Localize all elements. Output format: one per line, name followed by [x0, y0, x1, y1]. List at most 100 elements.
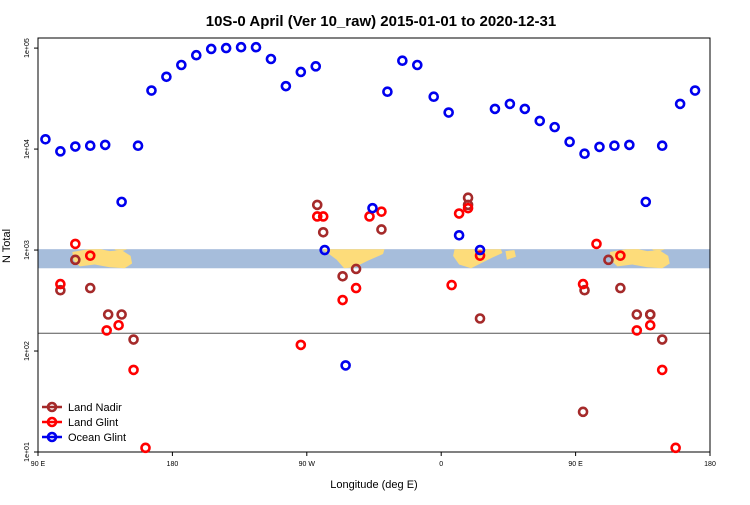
australia-land-0: [72, 249, 133, 269]
point-series-1: [644, 319, 656, 331]
point-series-2: [519, 103, 531, 115]
point-series-0: [128, 334, 139, 345]
point-series-2: [116, 196, 127, 208]
point-series-0: [376, 224, 387, 235]
point-series-0: [70, 254, 81, 266]
point-series-2: [319, 244, 331, 256]
point-series-2: [474, 244, 486, 256]
point-series-2: [99, 139, 111, 151]
point-series-2: [656, 140, 668, 151]
legend: Land Nadir Land Glint Ocean Glint: [42, 401, 126, 444]
point-series-2: [534, 115, 546, 127]
new-guinea-land-1: [651, 249, 666, 251]
point-series-0: [644, 309, 656, 320]
x-tick-label: 90 E: [568, 461, 583, 468]
point-series-0: [656, 334, 668, 345]
point-series-2: [146, 85, 157, 96]
point-series-0: [474, 313, 486, 324]
point-series-1: [128, 364, 139, 376]
point-series-2: [624, 139, 635, 151]
point-series-2: [504, 98, 516, 110]
point-series-1: [317, 211, 329, 222]
point-series-2: [609, 140, 620, 151]
y-tick-label: 1e+05: [24, 38, 31, 58]
timor-land-1: [624, 249, 640, 251]
point-series-1: [376, 206, 387, 217]
point-series-2: [428, 91, 440, 103]
x-tick-label: 180: [167, 461, 179, 468]
map-ocean: [38, 249, 710, 269]
point-series-1: [631, 325, 643, 336]
point-series-2: [674, 98, 686, 110]
point-series-1: [311, 211, 323, 222]
point-series-0: [350, 263, 362, 275]
y-tick-label: 1e+03: [24, 240, 31, 260]
point-series-1: [656, 364, 668, 376]
point-series-1: [670, 442, 681, 454]
madagascar-land: [505, 250, 516, 260]
point-series-2: [205, 43, 217, 55]
x-axis-label: Longitude (deg E): [330, 479, 417, 491]
point-series-2: [689, 85, 701, 96]
legend-label: Land Glint: [68, 417, 118, 429]
point-series-2: [310, 61, 322, 72]
point-series-2: [564, 136, 575, 148]
point-series-2: [84, 140, 96, 151]
point-series-2: [295, 66, 307, 78]
point-series-2: [40, 133, 51, 145]
point-series-0: [311, 199, 323, 211]
point-series-2: [340, 360, 351, 371]
point-series-2: [443, 107, 454, 118]
point-series-2: [132, 140, 144, 151]
point-series-2: [265, 53, 277, 65]
point-series-1: [55, 278, 66, 290]
point-series-2: [397, 55, 408, 67]
point-series-1: [446, 279, 457, 291]
point-series-2: [594, 141, 605, 153]
x-tick-label: 90 E: [31, 461, 46, 468]
legend-label: Land Nadir: [68, 402, 122, 414]
point-series-2: [280, 80, 292, 92]
point-series-1: [337, 294, 348, 306]
point-series-2: [250, 41, 262, 53]
timor-land-0: [87, 249, 103, 251]
axes: 90 E 180 90 W 0 90 E 180 1e+01 1e+02 1e+03 1e+04 1…: [24, 37, 716, 468]
point-series-1: [140, 442, 151, 454]
point-series-2: [412, 59, 423, 71]
legend-marker: [46, 431, 58, 443]
point-series-1: [364, 211, 375, 222]
plot-frame: [37, 37, 711, 453]
point-series-1: [577, 278, 589, 290]
point-series-2: [549, 121, 560, 133]
point-series-1: [70, 238, 81, 250]
point-series-2: [70, 141, 81, 152]
point-series-2: [176, 59, 187, 71]
y-tick-label: 1e+01: [24, 442, 31, 462]
chart-title: 10S-0 April (Ver 10_raw) 2015-01-01 to 2…: [206, 13, 556, 30]
point-series-2: [190, 49, 202, 61]
point-series-0: [337, 270, 348, 282]
point-series-2: [161, 71, 172, 83]
y-tick-label: 1e+04: [24, 139, 31, 159]
legend-marker: [46, 416, 58, 428]
y-axis-label: N Total: [1, 229, 13, 263]
point-series-1: [474, 250, 486, 261]
world-map-band: [38, 249, 710, 269]
point-series-2: [489, 103, 501, 115]
x-tick-label: 90 W: [299, 461, 316, 468]
new-guinea-land-0: [114, 249, 128, 251]
point-series-0: [84, 282, 96, 294]
point-series-0: [615, 282, 626, 294]
point-series-1: [101, 325, 112, 336]
point-series-0: [317, 226, 329, 238]
point-series-2: [640, 196, 652, 208]
point-series-1: [615, 250, 626, 261]
point-series-1: [591, 238, 602, 250]
point-series-1: [462, 202, 474, 214]
point-series-0: [603, 254, 614, 266]
x-tick-label: 0: [439, 461, 443, 468]
point-series-0: [579, 284, 590, 296]
legend-marker: [46, 401, 58, 413]
point-series-0: [116, 309, 127, 320]
